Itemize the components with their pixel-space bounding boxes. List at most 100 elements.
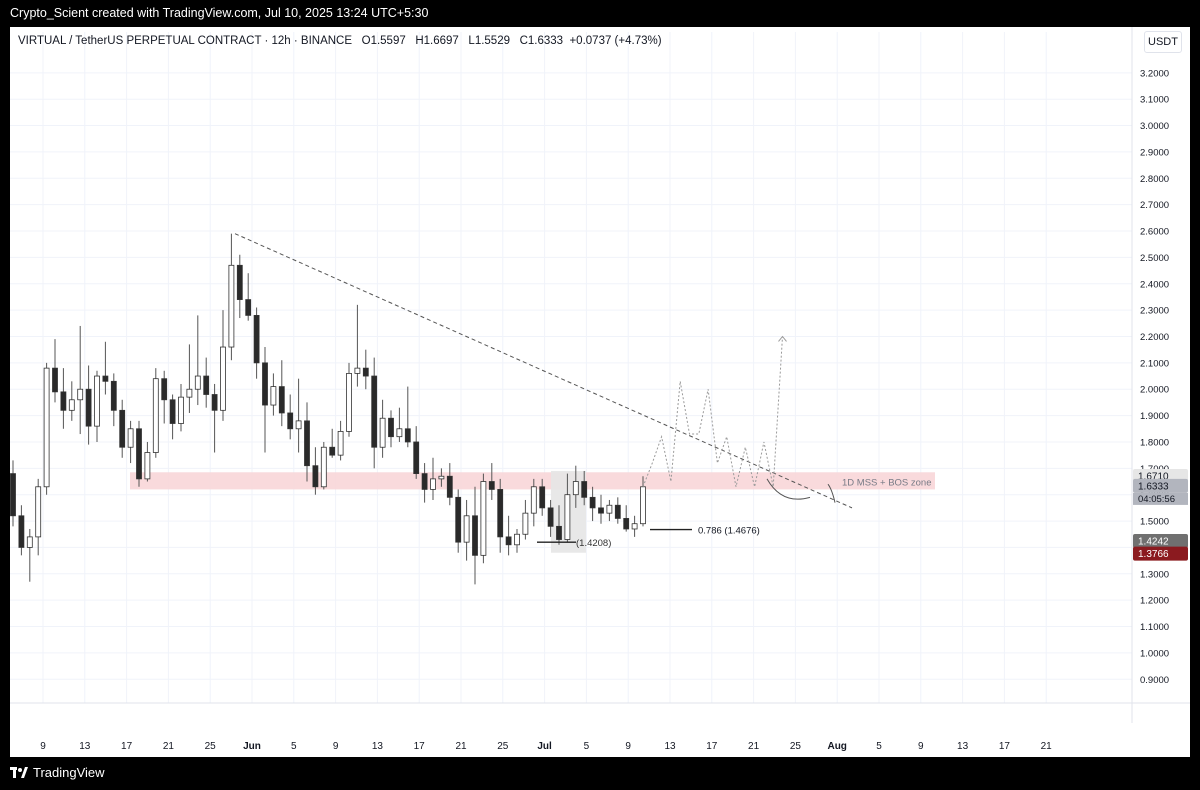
mss-bos-zone (130, 472, 935, 490)
candle-body (85, 388, 92, 427)
candle-body (18, 515, 25, 548)
time-tick-label: 21 (455, 741, 467, 752)
level-b-price-bg (1133, 546, 1188, 561)
candle-body (480, 481, 487, 556)
chart-panel[interactable]: 1D MSS + BOS zone (1.4208) 0.786 (1.4676) 0… (10, 27, 1190, 757)
time-tick-label: 17 (414, 741, 426, 752)
price-tick-label: 0.9000 (1140, 675, 1169, 686)
footer-bar: TradingView (0, 757, 1200, 790)
level-a-price-bg (1133, 534, 1188, 549)
candle-body (581, 481, 588, 498)
candle-body (194, 375, 201, 390)
zone-label: 1D MSS + BOS zone (842, 477, 932, 488)
fib-label-2: (1.4208) (576, 538, 611, 549)
candle-body (455, 496, 462, 543)
candle-body (430, 478, 436, 490)
candle-body (514, 533, 520, 546)
candle-body (26, 536, 33, 548)
price-tick-label: 1.3000 (1140, 569, 1169, 580)
ohlc-change: +0.0737 (+4.73%) (569, 35, 662, 47)
candle-body (253, 314, 260, 364)
ohlc-close: C1.6333 (519, 35, 564, 47)
price-tick-label: 1.0000 (1140, 648, 1169, 659)
candle-body (522, 512, 529, 535)
time-tick-label: 21 (1041, 741, 1053, 752)
candle-body (539, 486, 546, 509)
candle-body (572, 481, 579, 496)
candle-body (287, 412, 294, 430)
price-tick-label: 1.5000 (1140, 517, 1169, 528)
tradingview-logo[interactable]: TradingView (10, 765, 105, 780)
candle-body (388, 417, 394, 438)
candle-body (203, 375, 210, 395)
candle-body (606, 504, 613, 514)
candle-body (413, 441, 420, 475)
candle-body (640, 486, 646, 525)
candle-body (614, 504, 621, 519)
candle-body (438, 475, 445, 480)
time-tick-label: 21 (163, 741, 175, 752)
candle-body (631, 523, 638, 530)
time-tick-label: 25 (497, 741, 509, 752)
time-tick-label: 9 (40, 741, 46, 752)
price-tick-label: 2.4000 (1140, 279, 1169, 290)
price-tick-label: 3.0000 (1140, 121, 1169, 132)
ohlc-high: H1.6697 (415, 35, 459, 47)
price-tick-label: 2.0000 (1140, 385, 1169, 396)
price-tick-label: 3.1000 (1140, 95, 1169, 106)
price-tick-label: 3.2000 (1140, 68, 1169, 79)
candle-body (178, 396, 184, 424)
fib-label: 0.786 (1.4676) (698, 526, 760, 537)
candle-body (10, 473, 16, 517)
candle-body (404, 428, 411, 443)
time-tick-label: 17 (706, 741, 718, 752)
time-tick-label: Jun (243, 741, 261, 752)
candle-body (220, 346, 226, 411)
price-tick-label: 2.1000 (1140, 358, 1169, 369)
level-b-price: 1.3766 (1138, 549, 1169, 560)
tradingview-logo-icon (10, 767, 28, 778)
countdown: 04:05:56 (1138, 494, 1175, 505)
ohlc-open: O1.5597 (361, 35, 406, 47)
candle-body (161, 378, 168, 401)
candle-body (127, 428, 134, 448)
symbol-name[interactable]: VIRTUAL / TetherUS PERPETUAL CONTRACT · … (18, 35, 353, 47)
time-tick-label: 5 (584, 741, 590, 752)
candle-body (68, 399, 75, 411)
price-tick-label: 2.6000 (1140, 227, 1169, 238)
candle-body (505, 536, 512, 546)
candle-body (547, 507, 554, 527)
countdown-bg (1133, 492, 1188, 505)
candle-body (77, 388, 84, 401)
time-tick-label: 13 (664, 741, 676, 752)
price-tick-label: 1.2000 (1140, 596, 1169, 607)
candle-body (35, 486, 42, 538)
candle-body (379, 417, 386, 448)
projection-arrow (778, 335, 787, 342)
last-price-bg (1133, 478, 1188, 493)
currency-button[interactable]: USDT (1144, 31, 1182, 53)
watermark-banner: Crypto_Scient created with TradingView.c… (0, 0, 1200, 26)
curve-arrow-2 (827, 483, 836, 503)
candle-body (144, 452, 151, 480)
candle-body (169, 399, 176, 424)
price-chart[interactable]: 1D MSS + BOS zone (1.4208) 0.786 (1.4676) 0… (10, 27, 1190, 757)
time-tick-label: 9 (625, 741, 631, 752)
time-tick-label: 9 (333, 741, 339, 752)
candle-body (245, 299, 252, 316)
time-tick-label: 25 (790, 741, 802, 752)
candle-body (564, 494, 571, 540)
candle-body (102, 375, 109, 382)
candle-body (312, 465, 319, 488)
candle-body (186, 388, 193, 398)
banner-text: Crypto_Scient created with TradingView.c… (10, 6, 429, 20)
candle-body (589, 496, 596, 509)
candle-body (530, 486, 537, 514)
time-tick-label: 9 (918, 741, 924, 752)
price-tick-label: 2.9000 (1140, 147, 1169, 158)
candle-body (446, 475, 453, 498)
price-tick-label: 2.5000 (1140, 253, 1169, 264)
price-tick-label: 1.9000 (1140, 411, 1169, 422)
time-tick-label: 21 (748, 741, 760, 752)
price-tick-label: 2.8000 (1140, 174, 1169, 185)
